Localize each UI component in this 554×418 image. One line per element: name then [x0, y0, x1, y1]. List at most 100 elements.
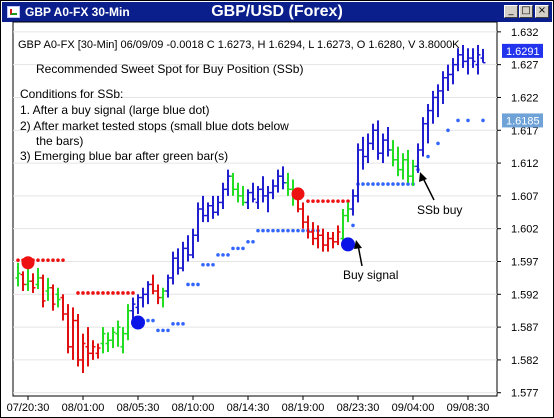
price-bar [220, 182, 226, 209]
price-bar [15, 262, 21, 287]
y-tick-label: 1.632 [511, 27, 539, 39]
stop-dot-blue [271, 228, 275, 233]
stop-dot-blue [291, 228, 295, 233]
price-bar [265, 186, 271, 213]
stop-dot-red [131, 291, 135, 295]
price-bar [255, 186, 261, 209]
stop-dot-blue [216, 253, 220, 257]
price-bar [425, 104, 431, 144]
price-bar [345, 202, 351, 223]
stop-dot-blue [376, 182, 380, 186]
price-bar [445, 64, 451, 91]
price-bar [215, 195, 221, 216]
price-bar [385, 126, 391, 157]
maximize-button[interactable]: □ [519, 5, 533, 18]
title-bar[interactable]: GBP A0-FX 30-Min GBP/USD (Forex) _ □ × [2, 2, 552, 22]
price-bar [365, 133, 371, 164]
price-bar [275, 169, 281, 193]
condition-line: 2) After market tested stops (small blue… [20, 119, 289, 133]
stop-dot-blue [156, 328, 160, 333]
stop-dot-blue [206, 262, 210, 267]
price-bar [20, 271, 26, 292]
stop-dot-red [81, 291, 85, 295]
stop-dot-blue [386, 182, 390, 186]
price-bar [440, 71, 446, 105]
minimize-button[interactable]: _ [504, 5, 518, 18]
close-button[interactable]: × [535, 5, 549, 18]
price-bar [185, 235, 191, 262]
stop-dot-blue [231, 246, 235, 251]
price-bar [375, 120, 381, 160]
price-bar [390, 140, 396, 167]
price-bar [405, 149, 411, 183]
price-bar [315, 225, 321, 249]
stop-dot-blue [481, 118, 485, 123]
stop-dot-blue [396, 182, 400, 186]
stop-dot-blue [226, 253, 230, 257]
stop-dot-red [341, 199, 345, 203]
price-bar [320, 228, 326, 252]
price-bar [65, 304, 71, 354]
buy-signal-label: Buy signal [343, 268, 398, 282]
y-tick-label: 1.582 [511, 355, 539, 367]
price-bar [250, 182, 256, 203]
price-bar [150, 274, 156, 295]
ssb-buy-arrowhead [419, 172, 427, 182]
sell-signal-dot [291, 187, 305, 201]
price-bar [75, 313, 81, 367]
buy-signal-arrow [357, 244, 363, 267]
stop-dot-red [126, 291, 130, 295]
stop-dot-blue [171, 322, 175, 326]
y-tick-label: 1.617 [511, 125, 539, 137]
stop-dot-blue [256, 228, 260, 233]
price-badge [502, 43, 543, 58]
y-tick-label: 1.577 [511, 388, 539, 400]
price-badge-label: 1.6185 [506, 115, 540, 127]
price-bar [140, 287, 146, 308]
price-bar [350, 189, 356, 216]
price-bar [300, 202, 306, 229]
price-bar [170, 251, 176, 285]
price-bar [85, 327, 91, 367]
price-bar [180, 241, 186, 272]
price-bar [465, 48, 471, 75]
stop-dot-blue [371, 182, 375, 186]
price-bar [190, 228, 196, 259]
price-bar [120, 327, 126, 354]
price-bar [200, 195, 206, 223]
buy-signal-dot [341, 237, 355, 252]
stop-dot-red [91, 291, 95, 295]
chart-app-icon [7, 6, 20, 18]
price-bar [430, 90, 436, 124]
stop-dot-red [121, 291, 125, 295]
buy-signal-dot [131, 315, 145, 330]
x-tick-label: 08/01:00 [62, 402, 105, 414]
price-bar [355, 143, 361, 203]
stop-dot-blue [146, 318, 150, 323]
ssb-buy-label: SSb buy [417, 203, 462, 217]
price-bar [35, 268, 41, 290]
stop-dot-red [56, 258, 60, 262]
y-tick-label: 1.612 [511, 158, 539, 170]
price-badge [502, 113, 543, 128]
price-bar [245, 189, 251, 209]
stop-dot-red [61, 258, 65, 262]
stop-dot-blue [186, 282, 190, 287]
buy-signal-arrowhead [354, 240, 362, 249]
price-bar [70, 307, 76, 360]
plot-area [12, 21, 498, 397]
price-bar [95, 343, 101, 359]
stop-dot-blue [286, 228, 290, 233]
stop-dot-red [76, 291, 80, 295]
x-tick-label: 08/23:30 [337, 402, 380, 414]
x-tick-label: 08/10:00 [172, 402, 215, 414]
price-bar [340, 209, 346, 246]
y-tick-label: 1.592 [511, 289, 539, 301]
stop-dot-red [106, 291, 110, 295]
price-bar [45, 277, 51, 301]
stop-dot-blue [281, 228, 285, 233]
stop-dot-blue [241, 246, 245, 251]
price-bar [285, 172, 291, 196]
stop-dot-red [36, 258, 40, 262]
price-bar [225, 169, 231, 196]
